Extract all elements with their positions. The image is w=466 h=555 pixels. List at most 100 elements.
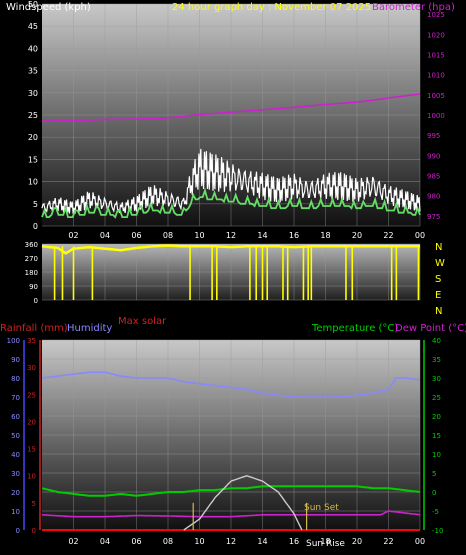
barometer-y-tick-label: 980 xyxy=(427,193,440,201)
wind-x-tick-label: 02 xyxy=(68,231,78,240)
wind-x-tick-label: 12 xyxy=(226,231,236,240)
wind-x-tick-label: 04 xyxy=(100,231,110,240)
direction-label-n-bottom: N xyxy=(435,306,442,317)
barometer-axis-title: Barometer (hpa) xyxy=(372,2,455,13)
direction-label-s: S xyxy=(435,274,441,285)
humidity-y-tick-label: 0 xyxy=(16,527,20,535)
humidity-y-tick-label: 10 xyxy=(11,508,20,516)
wind-y-tick-label: 20 xyxy=(28,133,38,142)
temperature-y-tick-label: 35 xyxy=(432,356,441,364)
direction-label-n-top: N xyxy=(435,242,442,253)
rainfall-axis-title: Rainfall (mm) xyxy=(0,323,68,334)
direction-label-e: E xyxy=(435,290,441,301)
barometer-y-tick-label: 1020 xyxy=(427,31,445,39)
wind-direction-line xyxy=(41,244,420,255)
temp-x-tick-label: 18 xyxy=(320,537,330,546)
wind-y-tick-label: 40 xyxy=(28,44,38,53)
wind-y-tick-label: 35 xyxy=(28,67,38,76)
barometer-y-tick-label: 1025 xyxy=(427,11,445,19)
barometer-y-tick-label: 975 xyxy=(427,213,440,221)
rainfall-y-tick-label: 5 xyxy=(32,500,36,508)
wind-x-tick-label: 00 xyxy=(415,231,425,240)
wind-x-tick-label: 22 xyxy=(383,231,393,240)
temperature-y-tick-label: -5 xyxy=(432,508,439,516)
max-solar-label: Max solar xyxy=(118,316,167,327)
temp-x-tick-label: 22 xyxy=(383,537,393,546)
temp-x-tick-label: 06 xyxy=(131,537,141,546)
wind-y-tick-label: 45 xyxy=(28,22,38,31)
rainfall-y-tick-label: 25 xyxy=(27,391,36,399)
humidity-y-tick-label: 70 xyxy=(11,394,20,402)
temperature-y-tick-label: 15 xyxy=(432,432,441,440)
rainfall-y-tick-label: 0 xyxy=(32,527,36,535)
humidity-y-tick-label: 20 xyxy=(11,489,20,497)
wind-x-tick-label: 06 xyxy=(131,231,141,240)
dew-point-axis-title: Dew Point (°C) xyxy=(395,323,466,334)
direction-y-tick-label: 270 xyxy=(25,255,38,263)
wind-x-tick-label: 14 xyxy=(257,231,267,240)
temp-x-tick-label: 10 xyxy=(194,537,204,546)
temp-x-tick-label: 16 xyxy=(289,537,299,546)
direction-y-tick-label: 0 xyxy=(34,297,38,305)
temp-x-tick-label: 08 xyxy=(163,537,173,546)
humidity-y-tick-label: 30 xyxy=(11,470,20,478)
windspeed-line xyxy=(41,148,421,215)
windspeed-axis-title: Windspeed (kph) xyxy=(6,2,91,13)
temperature-y-tick-label: 5 xyxy=(432,470,436,478)
barometer-y-tick-label: 1010 xyxy=(427,72,445,80)
humidity-line xyxy=(41,371,421,398)
rainfall-y-tick-label: 20 xyxy=(27,418,36,426)
chart-title: 24 hour graph day : November 07 2025 xyxy=(172,2,371,13)
barometer-y-tick-label: 990 xyxy=(427,152,440,160)
humidity-y-tick-label: 80 xyxy=(11,375,20,383)
wind-x-tick-label: 18 xyxy=(320,231,330,240)
temperature-axis-title: Temperature (°C) xyxy=(311,323,398,334)
direction-label-w: W xyxy=(435,258,445,269)
temp-x-tick-label: 20 xyxy=(352,537,362,546)
wind-y-tick-label: 5 xyxy=(33,200,38,209)
rainfall-y-tick-label: 15 xyxy=(27,446,36,454)
direction-y-tick-label: 360 xyxy=(25,241,38,249)
dew-point-line xyxy=(41,510,421,518)
temperature-y-tick-label: 30 xyxy=(432,375,441,383)
max-solar-curve xyxy=(183,474,303,531)
wind-x-tick-label: 08 xyxy=(163,231,173,240)
temperature-line xyxy=(41,485,421,497)
wind-y-tick-label: 15 xyxy=(28,155,38,164)
humidity-y-tick-label: 100 xyxy=(7,337,20,345)
barometer-y-tick-label: 995 xyxy=(427,132,440,140)
temp-x-tick-label: 02 xyxy=(68,537,78,546)
wind-y-tick-label: 25 xyxy=(28,111,38,120)
barometer-y-tick-label: 985 xyxy=(427,173,440,181)
wind-y-tick-label: 30 xyxy=(28,89,38,98)
humidity-y-tick-label: 60 xyxy=(11,413,20,421)
wind-x-tick-label: 10 xyxy=(194,231,204,240)
temp-x-tick-label: 14 xyxy=(257,537,267,546)
humidity-y-tick-label: 50 xyxy=(11,432,20,440)
average-wind-line xyxy=(41,187,421,219)
temp-x-tick-label: 04 xyxy=(100,537,110,546)
rainfall-y-tick-label: 30 xyxy=(27,364,36,372)
sun-rise-label: Sun Rise xyxy=(306,539,345,549)
wind-y-tick-label: 50 xyxy=(28,0,38,9)
temperature-y-tick-label: 0 xyxy=(432,489,436,497)
temperature-y-tick-label: -10 xyxy=(432,527,443,535)
humidity-y-tick-label: 90 xyxy=(11,356,20,364)
temp-x-tick-label: 12 xyxy=(226,537,236,546)
temperature-y-tick-label: 10 xyxy=(432,451,441,459)
temperature-y-tick-label: 25 xyxy=(432,394,441,402)
rainfall-y-tick-label: 35 xyxy=(27,337,36,345)
temperature-y-tick-label: 40 xyxy=(432,337,441,345)
barometer-y-tick-label: 1015 xyxy=(427,51,445,59)
wind-y-tick-label: 0 xyxy=(33,222,38,231)
direction-y-tick-label: 90 xyxy=(29,283,38,291)
temperature-y-tick-label: 20 xyxy=(432,413,441,421)
humidity-y-tick-label: 40 xyxy=(11,451,20,459)
rainfall-y-tick-label: 10 xyxy=(27,473,36,481)
wind-x-tick-label: 20 xyxy=(352,231,362,240)
wind-x-tick-label: 16 xyxy=(289,231,299,240)
barometer-line xyxy=(41,93,421,122)
barometer-y-tick-label: 1000 xyxy=(427,112,445,120)
wind-y-tick-label: 10 xyxy=(28,178,38,187)
